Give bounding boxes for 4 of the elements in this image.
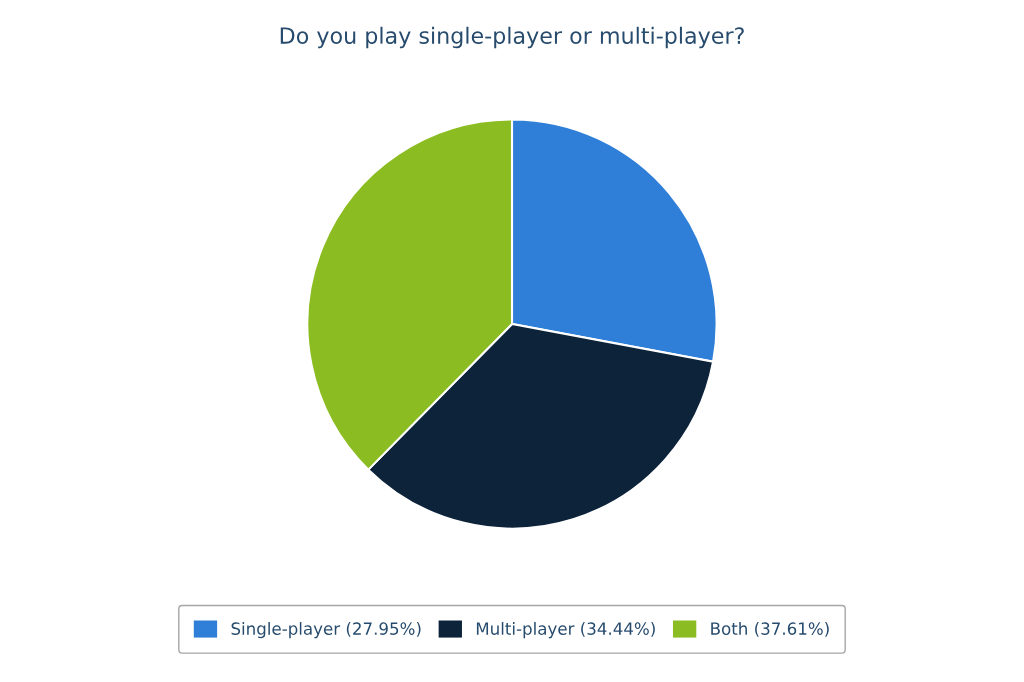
legend-label: Both (37.61%)	[711, 622, 829, 637]
legend-label: Multi-player (34.44%)	[476, 622, 655, 639]
legend-label: Single-player (27.95%)	[231, 622, 421, 639]
chart-title: Do you play single-player or multi-player?	[280, 26, 744, 49]
